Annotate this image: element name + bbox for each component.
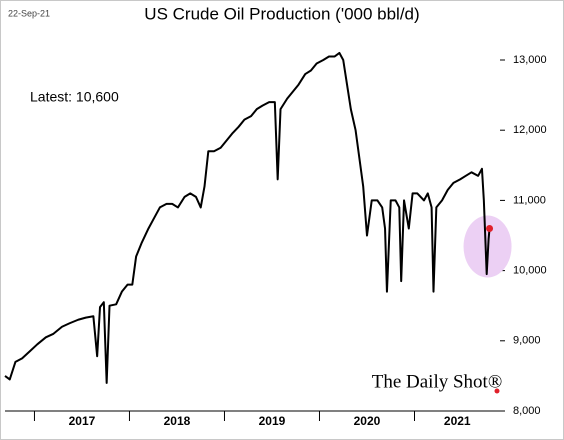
y-tick-label: 12,000 bbox=[513, 124, 547, 136]
brand: The Daily Shot® bbox=[372, 371, 503, 392]
x-tick-label: 2020 bbox=[354, 414, 381, 428]
line bbox=[4, 51, 491, 384]
y-tick-label: 11,000 bbox=[513, 194, 546, 206]
date-stamp: 22-Sep-21 bbox=[8, 8, 50, 18]
latest-point bbox=[486, 224, 494, 232]
x-tick-label: 2021 bbox=[444, 414, 471, 428]
y-tick-label: 8,000 bbox=[513, 405, 541, 417]
brand-dot bbox=[494, 388, 500, 394]
annotation: Latest: 10,600 bbox=[30, 89, 119, 105]
x-tick-label: 2018 bbox=[164, 414, 191, 428]
chart-title: US Crude Oil Production ('000 bbl/d) bbox=[144, 4, 419, 23]
y-tick-label: 10,000 bbox=[513, 265, 547, 277]
x-tick-label: 2019 bbox=[259, 414, 286, 428]
y-tick-label: 13,000 bbox=[513, 54, 547, 66]
x-tick-label: 2017 bbox=[69, 414, 96, 428]
y-tick-label: 9,000 bbox=[513, 335, 541, 347]
